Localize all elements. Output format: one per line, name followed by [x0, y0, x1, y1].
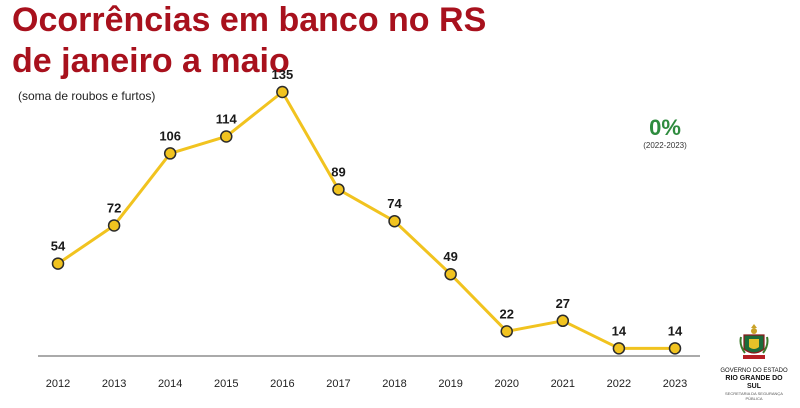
- chart-subtitle: (soma de roubos e furtos): [18, 89, 156, 103]
- data-label: 72: [107, 200, 121, 215]
- data-label: 14: [612, 323, 627, 338]
- data-label: 89: [331, 164, 345, 179]
- data-point: [163, 147, 177, 160]
- data-label: 14: [668, 323, 683, 338]
- x-tick-label: 2020: [494, 378, 518, 390]
- data-label: 49: [443, 249, 457, 264]
- data-point: [388, 214, 401, 228]
- series-line: [57, 90, 675, 350]
- x-tick-label: 2021: [551, 378, 575, 390]
- data-point: [107, 219, 121, 232]
- data-point: [612, 342, 626, 355]
- x-tick-label: 2023: [663, 378, 687, 390]
- government-logo: GOVERNO DO ESTADO RIO GRANDE DO SUL SECR…: [718, 323, 790, 401]
- data-point: [332, 183, 345, 196]
- x-tick-label: 2012: [46, 378, 70, 390]
- change-period: (2022-2023): [643, 141, 687, 150]
- data-label: 114: [216, 111, 238, 126]
- data-label: 22: [499, 306, 513, 321]
- data-point: [220, 130, 233, 143]
- chart-title-line2: de janeiro a maio: [12, 42, 290, 80]
- data-label: 106: [159, 128, 181, 143]
- chart-title: Ocorrências em banco no RS de janeiro a …: [12, 0, 486, 82]
- x-tick-label: 2019: [438, 378, 462, 390]
- coat-of-arms-icon: [739, 324, 769, 359]
- x-tick-label: 2015: [214, 378, 238, 390]
- x-tick-label: 2022: [607, 378, 631, 390]
- data-point: [51, 257, 65, 270]
- change-value: 0%: [649, 115, 681, 140]
- data-label: 74: [387, 196, 402, 211]
- data-point: [556, 314, 570, 328]
- logo-line3: SECRETARIA DA SEGURANÇA PÚBLICA: [725, 391, 783, 401]
- change-indicator: 0% (2022-2023): [600, 115, 730, 151]
- data-point: [668, 342, 682, 355]
- x-tick-label: 2013: [102, 378, 126, 390]
- chart-title-line1: Ocorrências em banco no RS: [12, 1, 487, 39]
- x-tick-label: 2014: [158, 378, 182, 390]
- x-tick-label: 2018: [382, 378, 406, 390]
- x-tick-label: 2017: [326, 378, 350, 390]
- data-label: 135: [272, 67, 294, 82]
- data-label: 27: [556, 296, 570, 311]
- logo-line1: GOVERNO DO ESTADO: [720, 368, 788, 374]
- data-point: [500, 325, 513, 338]
- data-point: [444, 267, 457, 281]
- x-tick-label: 2016: [270, 378, 294, 390]
- data-label: 54: [51, 239, 66, 254]
- data-point: [276, 85, 289, 99]
- logo-line2: RIO GRANDE DO SUL: [725, 375, 783, 390]
